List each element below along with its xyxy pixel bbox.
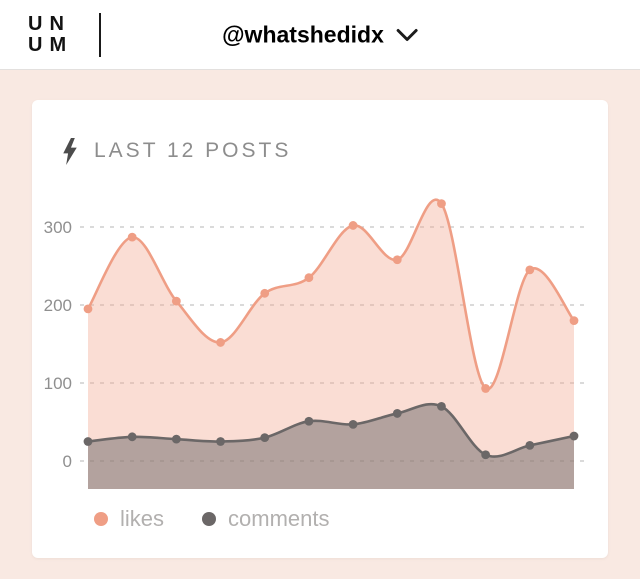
svg-text:200: 200: [44, 296, 72, 315]
top-bar: UN UM @whatshedidx: [0, 0, 640, 70]
comments-legend-label: comments: [228, 506, 330, 531]
svg-text:0: 0: [63, 452, 72, 471]
svg-text:100: 100: [44, 374, 72, 393]
content-area: LAST 12 POSTS 300 200 100 0 likes comments: [0, 70, 640, 558]
account-selector[interactable]: @whatshedidx: [222, 21, 418, 48]
last-posts-card: LAST 12 POSTS 300 200 100 0 likes comments: [32, 100, 608, 558]
svg-text:300: 300: [44, 218, 72, 237]
logo-divider: [99, 13, 101, 57]
chevron-down-icon: [396, 28, 418, 41]
account-name: @whatshedidx: [222, 21, 384, 47]
likes-legend-label: likes: [120, 506, 165, 531]
likes-legend-dot: [94, 512, 108, 526]
card-title: LAST 12 POSTS: [94, 139, 292, 162]
card-header: LAST 12 POSTS: [32, 136, 608, 166]
chart-legend: likes comments: [32, 506, 608, 532]
lightning-bolt-icon: [63, 137, 77, 165]
logo-line-1: UN: [28, 12, 71, 35]
logo-line-2: UM: [28, 33, 74, 56]
unum-logo: UN UM: [28, 12, 74, 56]
comments-legend-dot: [202, 512, 217, 526]
posts-area-chart: 300 200 100 0: [44, 198, 584, 489]
